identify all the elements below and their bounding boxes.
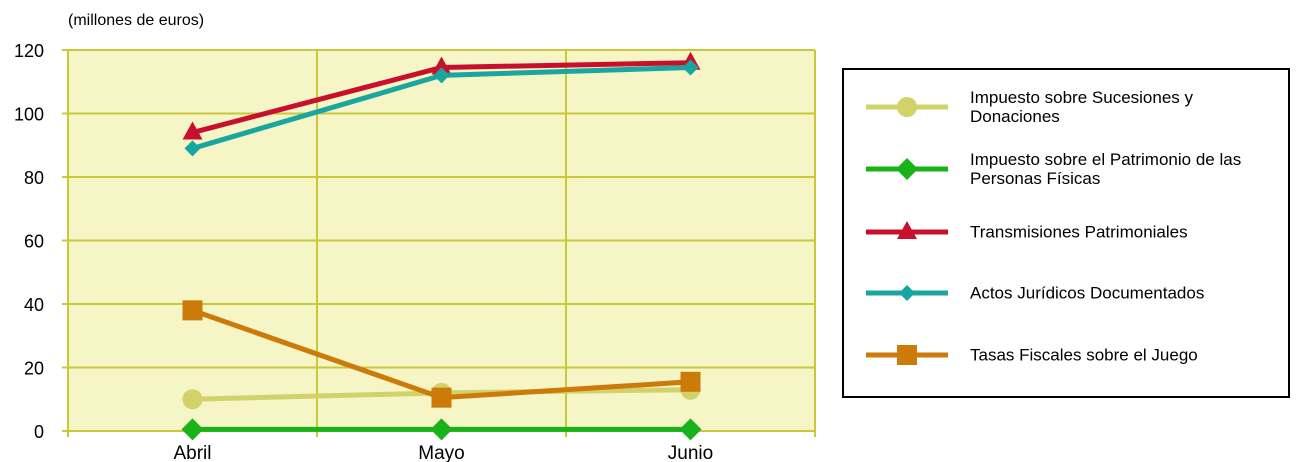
legend-label: Actos Jurídicos Documentados: [970, 283, 1205, 303]
legend-marker: [897, 97, 917, 117]
legend: Impuesto sobre Sucesiones y Donaciones I…: [842, 68, 1290, 398]
data-point: [682, 59, 699, 76]
data-point: [431, 56, 452, 75]
data-point: [680, 371, 701, 392]
series-4: [182, 300, 701, 408]
y-tick-label: 60: [24, 232, 44, 252]
y-tick-label: 100: [14, 105, 44, 125]
y-tick-label: 0: [34, 422, 44, 442]
legend-swatch-patrimonio: [866, 158, 948, 180]
legend-label: Transmisiones Patrimoniales: [970, 222, 1188, 242]
data-point: [182, 300, 203, 321]
data-point: [679, 418, 702, 441]
legend-item-transmisiones: Transmisiones Patrimoniales: [844, 207, 1288, 257]
series: [181, 51, 702, 441]
legend-label: Impuesto sobre el Patrimonio de las Pers…: [970, 150, 1242, 188]
legend-marker: [897, 221, 917, 239]
legend-item-patrimonio: Impuesto sobre el Patrimonio de las Pers…: [844, 144, 1288, 194]
y-tick-label: 20: [24, 359, 44, 379]
data-point: [181, 418, 204, 441]
series-1: [181, 418, 702, 441]
legend-marker: [897, 345, 917, 365]
x-tick-label: Junio: [668, 443, 713, 462]
y-tick-label: 120: [14, 41, 44, 61]
legend-swatch-sucesiones: [866, 97, 948, 117]
legend-swatch-actos: [866, 285, 948, 301]
legend-swatch-transmisiones: [866, 221, 948, 239]
y-tick-label: 40: [24, 295, 44, 315]
x-tick-label: Abril: [173, 443, 211, 462]
y-tick-label: 80: [24, 168, 44, 188]
legend-marker: [896, 158, 918, 180]
data-point: [184, 140, 201, 157]
unit-label: (millones de euros): [68, 12, 204, 29]
data-point: [430, 418, 453, 441]
legend-item-actos: Actos Jurídicos Documentados: [844, 268, 1288, 318]
data-point: [431, 387, 452, 408]
grid: [68, 49, 816, 431]
legend-item-juego: Tasas Fiscales sobre el Juego: [844, 330, 1288, 380]
legend-swatch-juego: [866, 345, 948, 365]
legend-label: Impuesto sobre Sucesiones y Donaciones: [970, 88, 1194, 126]
data-point: [182, 389, 203, 410]
series-3: [184, 59, 699, 157]
x-tick-label: Mayo: [418, 443, 464, 462]
legend-item-sucesiones: Impuesto sobre Sucesiones y Donaciones: [844, 82, 1288, 132]
legend-label: Tasas Fiscales sobre el Juego: [970, 345, 1198, 365]
data-point: [433, 67, 450, 84]
data-point: [182, 121, 203, 140]
legend-marker: [899, 285, 915, 301]
